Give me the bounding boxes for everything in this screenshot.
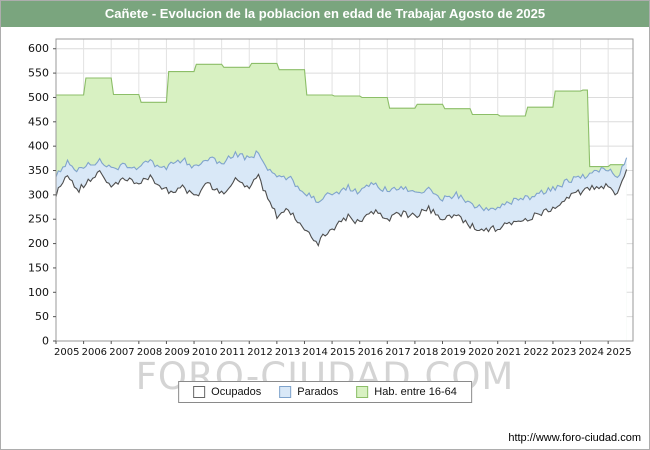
footer-url[interactable]: http://www.foro-ciudad.com [508, 432, 641, 444]
legend-label-ocupados: Ocupados [211, 386, 262, 398]
svg-text:2013: 2013 [275, 347, 300, 358]
legend-label-parados: Parados [297, 386, 339, 398]
svg-text:2016: 2016 [358, 347, 383, 358]
svg-text:350: 350 [28, 164, 49, 177]
chart-title: Cañete - Evolucion de la poblacion en ed… [104, 6, 546, 21]
svg-text:50: 50 [35, 310, 49, 323]
svg-text:2011: 2011 [220, 347, 245, 358]
svg-text:250: 250 [28, 213, 49, 226]
svg-text:2012: 2012 [247, 347, 272, 358]
svg-text:0: 0 [42, 335, 49, 348]
legend-item-parados: Parados [279, 386, 338, 398]
legend-item-ocupados: Ocupados [193, 386, 261, 398]
svg-text:300: 300 [28, 188, 49, 201]
svg-text:500: 500 [28, 91, 49, 104]
svg-text:550: 550 [28, 67, 49, 80]
title-bar: Cañete - Evolucion de la poblacion en ed… [1, 1, 649, 27]
legend-label-hab-16-64: Hab. entre 16-64 [374, 386, 457, 398]
svg-text:2017: 2017 [385, 347, 410, 358]
svg-text:2021: 2021 [496, 347, 521, 358]
svg-text:2008: 2008 [137, 347, 162, 358]
legend-swatch-hab-16-64 [356, 386, 369, 398]
svg-text:100: 100 [28, 286, 49, 299]
svg-text:2023: 2023 [551, 347, 576, 358]
chart-legend: Ocupados Parados Hab. entre 16-64 [178, 381, 472, 403]
svg-text:450: 450 [28, 115, 49, 128]
svg-text:2024: 2024 [579, 347, 604, 358]
svg-text:200: 200 [28, 237, 49, 250]
legend-item-hab-16-64: Hab. entre 16-64 [356, 386, 457, 398]
svg-text:2022: 2022 [523, 347, 548, 358]
svg-text:2006: 2006 [82, 347, 107, 358]
legend-swatch-parados [279, 386, 292, 398]
svg-text:2010: 2010 [192, 347, 217, 358]
svg-text:2007: 2007 [109, 347, 134, 358]
svg-text:150: 150 [28, 261, 49, 274]
svg-text:2025: 2025 [606, 347, 631, 358]
svg-text:600: 600 [28, 42, 49, 55]
svg-text:2018: 2018 [413, 347, 438, 358]
svg-text:2009: 2009 [164, 347, 189, 358]
svg-text:2019: 2019 [441, 347, 466, 358]
svg-text:2014: 2014 [302, 347, 327, 358]
svg-text:400: 400 [28, 140, 49, 153]
svg-text:2015: 2015 [330, 347, 355, 358]
svg-text:2005: 2005 [54, 347, 79, 358]
svg-text:2020: 2020 [468, 347, 493, 358]
legend-swatch-ocupados [193, 386, 206, 398]
